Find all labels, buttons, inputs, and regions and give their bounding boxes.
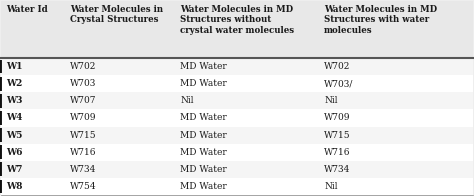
- Text: W715: W715: [70, 131, 96, 140]
- Text: W734: W734: [324, 165, 351, 174]
- Text: W1: W1: [6, 62, 23, 71]
- Bar: [1, 93, 473, 110]
- Text: MD Water: MD Water: [181, 182, 227, 191]
- Text: W709: W709: [324, 113, 351, 122]
- Bar: [1, 178, 473, 195]
- Bar: [1, 110, 473, 126]
- Text: MD Water: MD Water: [181, 165, 227, 174]
- Text: W709: W709: [70, 113, 96, 122]
- Text: W8: W8: [6, 182, 23, 191]
- Text: W754: W754: [70, 182, 96, 191]
- Text: W716: W716: [70, 148, 96, 157]
- Bar: [1, 58, 473, 75]
- Text: W3: W3: [6, 96, 23, 105]
- Text: Water Molecules in MD
Structures without
crystal water molecules: Water Molecules in MD Structures without…: [181, 5, 294, 35]
- Text: W7: W7: [6, 165, 22, 174]
- Text: MD Water: MD Water: [181, 113, 227, 122]
- Text: W4: W4: [6, 113, 22, 122]
- Text: W703/: W703/: [324, 79, 354, 88]
- Bar: [1, 75, 473, 93]
- Bar: [1, 143, 473, 161]
- Text: Water Molecules in MD
Structures with water
molecules: Water Molecules in MD Structures with wa…: [324, 5, 438, 35]
- Text: MD Water: MD Water: [181, 79, 227, 88]
- Text: MD Water: MD Water: [181, 62, 227, 71]
- Text: W715: W715: [324, 131, 351, 140]
- Bar: [1, 126, 473, 143]
- Bar: [1, 161, 473, 178]
- Text: Water Molecules in
Crystal Structures: Water Molecules in Crystal Structures: [70, 5, 163, 24]
- Text: W702: W702: [70, 62, 96, 71]
- Text: W2: W2: [6, 79, 22, 88]
- Text: MD Water: MD Water: [181, 131, 227, 140]
- Text: Nil: Nil: [324, 96, 337, 105]
- Text: Water Id: Water Id: [6, 5, 48, 14]
- Text: W707: W707: [70, 96, 96, 105]
- Text: Nil: Nil: [181, 96, 194, 105]
- Text: W703: W703: [70, 79, 96, 88]
- Text: W5: W5: [6, 131, 22, 140]
- Bar: [1, 1, 473, 58]
- Text: W702: W702: [324, 62, 351, 71]
- Text: MD Water: MD Water: [181, 148, 227, 157]
- Text: W734: W734: [70, 165, 96, 174]
- Text: W6: W6: [6, 148, 23, 157]
- Text: W716: W716: [324, 148, 351, 157]
- Text: Nil: Nil: [324, 182, 337, 191]
